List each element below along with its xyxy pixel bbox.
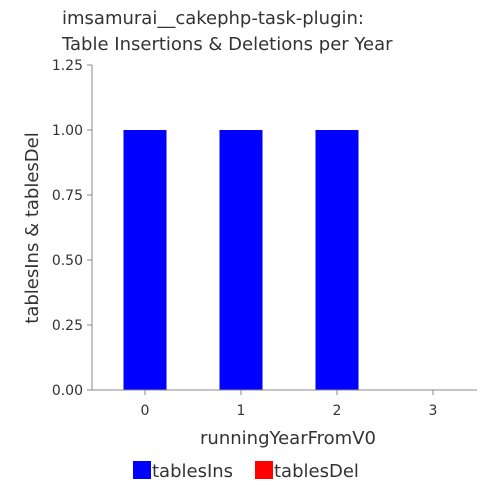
legend-label-tablesDel: tablesDel <box>274 461 359 482</box>
legend-label-tablesIns: tablesIns <box>152 461 233 482</box>
y-tick-label: 0.50 <box>52 253 83 269</box>
plot-area <box>123 130 359 390</box>
legend-swatch-tablesDel <box>255 461 273 479</box>
x-axis-title: runningYearFromV0 <box>200 428 376 449</box>
x-axis-ticks: 0 1 2 3 <box>141 390 438 419</box>
chart-title-line-1: imsamurai__cakephp-task-plugin: <box>62 8 364 29</box>
y-tick-label: 1.25 <box>52 58 83 74</box>
y-axis-ticks: 0.00 0.25 0.50 0.75 1.00 1.25 <box>52 58 92 399</box>
legend: tablesIns tablesDel <box>133 461 359 482</box>
x-tick-label: 2 <box>333 403 342 419</box>
chart-title-line-2: Table Insertions & Deletions per Year <box>61 34 393 55</box>
x-tick-label: 1 <box>237 403 246 419</box>
bar-tablesIns-0 <box>123 130 167 390</box>
y-tick-label: 0.00 <box>52 383 83 399</box>
y-tick-label: 0.75 <box>52 188 83 204</box>
y-tick-label: 1.00 <box>52 123 83 139</box>
legend-swatch-tablesIns <box>133 461 151 479</box>
bar-tablesIns-2 <box>315 130 359 390</box>
x-tick-label: 3 <box>429 403 438 419</box>
y-tick-label: 0.25 <box>52 318 83 334</box>
bar-tablesIns-1 <box>219 130 263 390</box>
x-tick-label: 0 <box>141 403 150 419</box>
y-axis-title: tablesIns & tablesDel <box>22 132 43 323</box>
